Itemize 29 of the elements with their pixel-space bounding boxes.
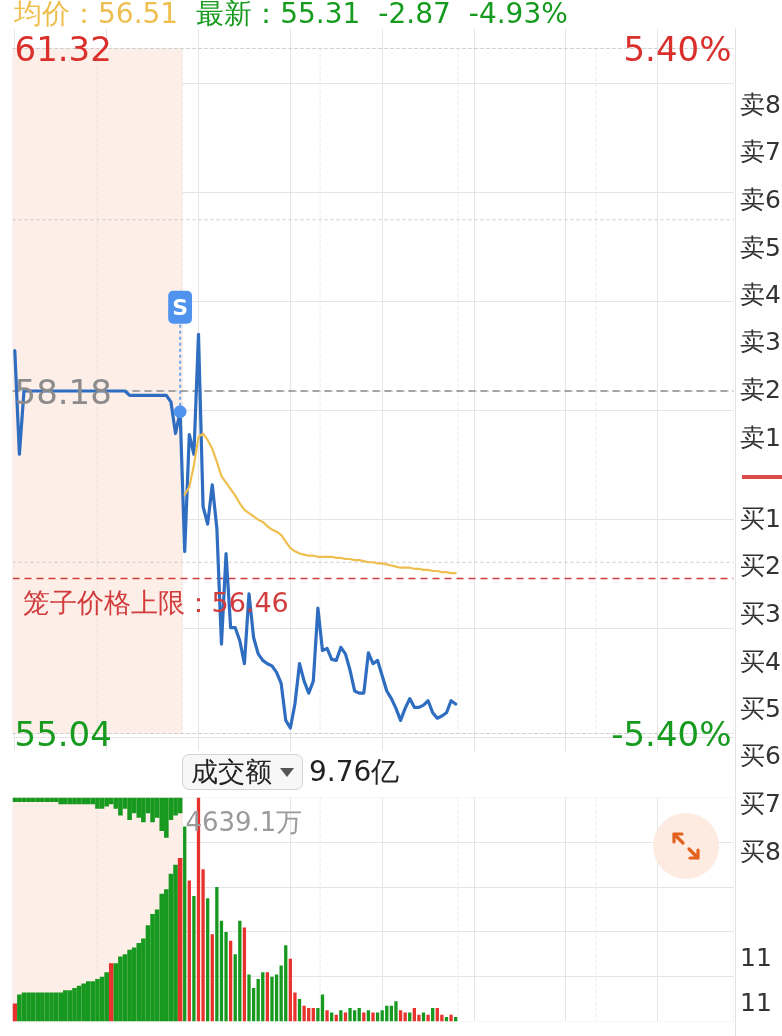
- y2-tick-label: 5.40%: [623, 28, 732, 69]
- text: 买6: [740, 740, 781, 772]
- text: 买7: [740, 788, 781, 820]
- y2-tick-label: -5.40%: [611, 713, 732, 754]
- text: 均价：56.51: [14, 0, 179, 30]
- text: 卖3: [740, 326, 781, 358]
- text: 买2: [740, 550, 781, 582]
- text: 卖5: [740, 232, 781, 264]
- text: 买5: [740, 693, 781, 725]
- text: -4.93%: [468, 0, 568, 30]
- text: S: [172, 294, 189, 320]
- chart-subtitle: 9.76亿: [309, 754, 400, 790]
- text: 11: [740, 987, 772, 1019]
- text: 买4: [740, 646, 781, 678]
- y-tick-label: 55.04: [14, 714, 112, 754]
- text: 买3: [740, 598, 781, 630]
- text: -2.87: [378, 0, 451, 30]
- text: 卖2: [740, 374, 781, 406]
- text: 最新：55.31: [196, 0, 361, 30]
- text: 卖4: [740, 279, 781, 311]
- text: 卖1: [740, 422, 781, 454]
- text: 买8: [740, 836, 781, 868]
- text: 卖8: [740, 89, 781, 121]
- y-tick-label: 61.32: [14, 29, 112, 69]
- text: 卖7: [740, 136, 781, 168]
- text: 卖6: [740, 184, 781, 216]
- chart-title: 成交额: [191, 754, 272, 789]
- text: 买1: [740, 503, 781, 535]
- text: 11: [740, 942, 772, 974]
